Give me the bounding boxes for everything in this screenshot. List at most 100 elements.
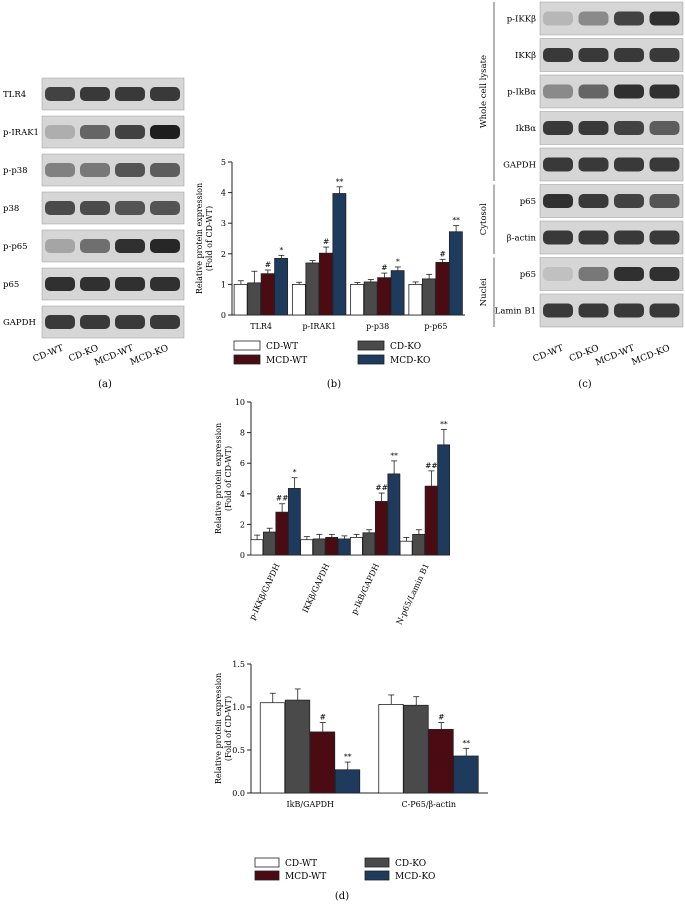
- x-tick-label: p-IKKβ/GAPDH: [248, 562, 282, 621]
- blot-band: [649, 121, 680, 135]
- blot-band: [115, 239, 145, 253]
- blot-group-label: Whole cell lysate: [479, 55, 489, 128]
- y-tick-label: 10: [235, 398, 245, 407]
- y-tick-label: 2: [240, 520, 245, 529]
- bar: [300, 539, 314, 556]
- y-tick-label: 0.5: [232, 746, 245, 755]
- western-blot-panel-c: p-IKKβ IKKβ p-IkBα IkBα GAPDH p65 β-actin p65 La…: [479, 1, 684, 369]
- x-tick-label: IkB/GAPDH: [286, 800, 334, 809]
- y-tick-label: 6: [240, 459, 245, 468]
- significance-marker: **: [344, 752, 352, 761]
- bar: [259, 702, 286, 794]
- blot-band: [649, 157, 680, 172]
- blot-band: [614, 48, 644, 62]
- blot-band: [45, 277, 75, 291]
- blot-band: [150, 315, 180, 329]
- blot-row-label: GAPDH: [503, 161, 536, 171]
- blot-lane-label: CD-WT: [32, 344, 65, 365]
- significance-marker: ##: [375, 483, 388, 492]
- blot-band: [649, 11, 680, 26]
- bar: [325, 537, 339, 556]
- blot-row-label: p-IKKβ: [507, 15, 536, 25]
- bar: [421, 278, 436, 316]
- blot-lane-label: MCD-KO: [129, 344, 170, 368]
- bar: [309, 731, 336, 794]
- blot-band: [578, 194, 609, 208]
- bar: [362, 532, 376, 556]
- legend-label: MCD-WT: [266, 356, 307, 366]
- bar: [284, 699, 311, 794]
- bar: [312, 538, 326, 556]
- bar: [378, 704, 404, 794]
- blot-band: [614, 230, 644, 245]
- legend-swatch: [254, 870, 280, 881]
- blot-row-label: p38: [3, 204, 19, 214]
- bar: [349, 537, 363, 556]
- blot-band: [115, 315, 145, 329]
- blot-band: [649, 84, 680, 99]
- panel-label-a: (a): [98, 379, 112, 390]
- blot-band: [80, 239, 110, 253]
- significance-marker: **: [463, 738, 471, 747]
- significance-marker: ##: [276, 494, 289, 503]
- legend-swatch: [357, 340, 385, 351]
- bar: [332, 193, 347, 316]
- bar: [334, 769, 361, 794]
- significance-marker: ##: [425, 461, 438, 470]
- y-tick-label: 3: [221, 219, 226, 228]
- panel-label-d: (d): [335, 891, 349, 902]
- x-tick-label: C-P65/β-actin: [401, 800, 456, 809]
- y-tick-label: 4: [221, 189, 226, 198]
- blot-row-label: p65: [520, 197, 536, 207]
- bar: [428, 728, 454, 794]
- blot-band: [150, 125, 180, 139]
- x-tick-label: p-p38: [366, 322, 389, 331]
- significance-marker: **: [452, 216, 460, 225]
- blot-band: [150, 163, 180, 177]
- blot-band: [578, 230, 609, 245]
- bar: [287, 488, 301, 556]
- bar: [437, 444, 451, 556]
- legend-label: MCD-WT: [285, 872, 326, 882]
- blot-band: [80, 315, 110, 329]
- bar: [337, 538, 351, 556]
- blot-band: [150, 239, 180, 253]
- legend-swatch: [233, 340, 261, 351]
- x-tick-label: p-IkB/GAPDH: [350, 562, 382, 616]
- significance-marker: #: [381, 263, 387, 272]
- blot-band: [80, 163, 110, 177]
- x-tick-label: IKKβ/GAPDH: [301, 562, 332, 614]
- blot-band: [649, 303, 680, 318]
- bar: [318, 252, 333, 316]
- y-axis-label: Relative protein expression: [214, 423, 223, 534]
- legend-swatch: [357, 354, 385, 365]
- bar: [260, 273, 275, 316]
- blot-band: [543, 303, 573, 318]
- bar: [274, 257, 289, 316]
- blot-band: [543, 157, 573, 172]
- blot-band: [45, 239, 75, 253]
- bar: [275, 511, 289, 556]
- y-axis-label: Relative protein expression: [214, 673, 223, 784]
- bar: [435, 261, 450, 316]
- blot-band: [543, 84, 573, 99]
- bar: [412, 533, 426, 556]
- blot-row-label: Lamin B1: [495, 307, 536, 317]
- legend-swatch: [233, 354, 261, 365]
- blot-band: [578, 84, 609, 99]
- blot-row-label: IKKβ: [515, 51, 536, 61]
- blot-band: [543, 11, 573, 26]
- bar: [305, 262, 320, 316]
- blot-band: [80, 201, 110, 215]
- legend-label: CD-KO: [395, 859, 426, 869]
- blot-band: [578, 303, 609, 318]
- blot-band: [543, 194, 573, 208]
- blot-lane-label: MCD-WT: [594, 344, 636, 369]
- bar: [247, 282, 262, 316]
- legend-label: CD-WT: [266, 342, 298, 352]
- blot-lane-label: MCD-KO: [630, 344, 671, 368]
- blot-band: [115, 277, 145, 291]
- legend-panel-d: CD-WT CD-KO MCD-WT MCD-KO: [254, 857, 435, 882]
- blot-band: [543, 48, 573, 62]
- blot-band: [80, 277, 110, 291]
